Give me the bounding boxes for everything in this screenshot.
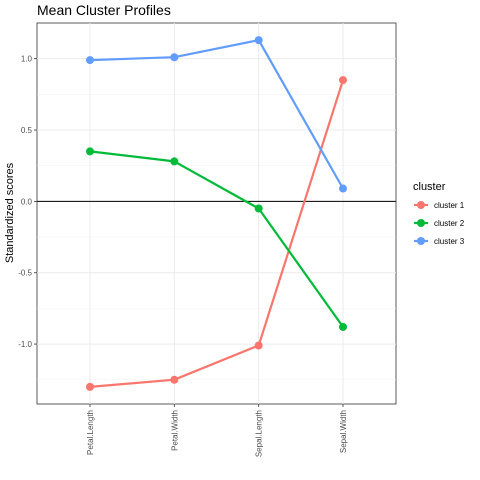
data-point-cluster-1 xyxy=(170,375,179,384)
data-point-cluster-3 xyxy=(86,56,94,65)
y-tick-label: 0.5 xyxy=(21,126,33,135)
x-tick-label: Petal.Width xyxy=(170,410,179,451)
series-layer xyxy=(86,36,347,391)
y-tick-label: -1.0 xyxy=(18,340,32,349)
legend-title: cluster xyxy=(413,181,446,193)
legend-key-point xyxy=(417,219,425,227)
legend-label-cluster-2: cluster 2 xyxy=(434,219,465,228)
legend-key-point xyxy=(417,201,425,209)
data-point-cluster-1 xyxy=(86,382,94,391)
legend-key-point xyxy=(417,237,425,245)
data-point-cluster-2 xyxy=(339,322,347,331)
legend: cluster cluster 1 cluster 2 cluster 3 xyxy=(413,181,465,246)
legend-label-cluster-3: cluster 3 xyxy=(434,237,465,246)
series-line-cluster-3 xyxy=(89,38,344,190)
y-axis-title: Standardized scores xyxy=(4,162,16,263)
data-point-cluster-2 xyxy=(170,157,179,166)
x-tick-label: Sepal.Width xyxy=(339,410,348,453)
data-point-cluster-1 xyxy=(254,341,263,350)
series-line-cluster-1 xyxy=(89,79,345,388)
legend-label-cluster-1: cluster 1 xyxy=(434,201,465,210)
data-point-cluster-2 xyxy=(86,147,94,156)
axis-layer: -1.0 -0.5 0.0 0.5 1.0 Petal.Length Petal.Width… xyxy=(18,55,348,457)
y-tick-label: 0.0 xyxy=(21,197,33,206)
x-tick-label: Petal.Length xyxy=(86,410,95,455)
x-tick-label: Sepal.Length xyxy=(255,410,264,457)
data-point-cluster-2 xyxy=(254,204,263,213)
series-line-cluster-2 xyxy=(89,150,344,328)
data-point-cluster-3 xyxy=(339,184,347,193)
grid-layer xyxy=(37,23,396,404)
data-point-cluster-3 xyxy=(170,53,179,62)
data-point-cluster-3 xyxy=(254,36,263,45)
chart-title: Mean Cluster Profiles xyxy=(37,2,171,18)
y-tick-label: -0.5 xyxy=(18,269,32,278)
y-tick-label: 1.0 xyxy=(21,55,33,64)
plot-panel xyxy=(36,22,397,405)
data-point-cluster-1 xyxy=(339,76,347,85)
